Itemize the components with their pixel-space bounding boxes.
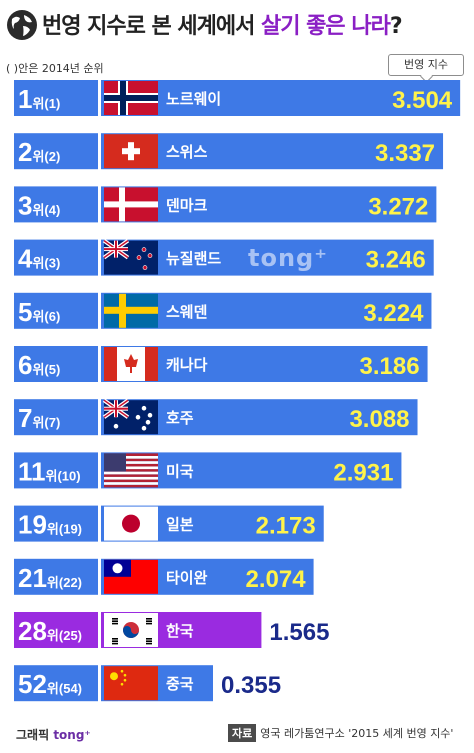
source-credit: 자료 영국 레가툼연구소 '2015 세계 번영 지수' — [228, 724, 453, 742]
value-label: 3.224 — [363, 300, 424, 327]
rank-box — [14, 346, 98, 382]
rank-box — [14, 133, 98, 170]
category-label: 미국 — [166, 462, 194, 480]
canada-flag-icon — [104, 347, 158, 381]
value-label: 0.355 — [221, 672, 281, 699]
rank-label: 52위(54) — [18, 669, 82, 699]
rank-label: 4위(3) — [18, 244, 60, 274]
switzerland-flag-icon — [104, 134, 158, 169]
rank-box — [14, 80, 98, 116]
value-label: 3.504 — [392, 87, 453, 114]
category-label: 타이완 — [166, 569, 208, 587]
rank-label: 11위(10) — [18, 456, 81, 486]
category-label: 캐나다 — [166, 356, 208, 374]
sweden-flag-icon — [104, 293, 158, 328]
bar-row: 5위(6) 스웨덴 3.224 — [14, 292, 432, 329]
japan-flag-icon — [104, 506, 158, 541]
rank-box — [14, 239, 98, 276]
value-label: 2.074 — [246, 566, 307, 593]
china-flag-icon — [104, 666, 158, 701]
value-label: 2.931 — [333, 459, 393, 486]
watermark: tong⁺ — [248, 244, 328, 272]
rank-box — [14, 186, 98, 223]
rank-box — [14, 452, 98, 489]
graphic-label: 그래픽 — [16, 728, 54, 742]
bar-row: 19위(19) 일본 2.173 — [14, 505, 324, 542]
bar-row: 4위(3) 뉴질랜드 3.246 — [14, 238, 434, 276]
bar-row: 52위(54) 중국 0.355 — [14, 665, 281, 702]
category-label: 스위스 — [166, 143, 208, 161]
value-label: 3.088 — [349, 406, 409, 433]
rank-box — [14, 505, 98, 542]
value-label: 3.246 — [366, 247, 426, 274]
category-label: 한국 — [166, 622, 194, 640]
globe-icon — [7, 10, 37, 40]
index-label: 번영 지수 — [388, 54, 464, 76]
bar — [101, 133, 444, 170]
bar-row: 3위(4) 덴마크 3.272 — [14, 186, 437, 223]
rank-label: 7위(7) — [18, 403, 60, 433]
rank-label: 21위(22) — [18, 563, 82, 593]
norway-flag-icon — [104, 81, 158, 115]
category-label: 노르웨이 — [166, 90, 221, 108]
rank-box — [14, 665, 98, 702]
value-label: 3.272 — [368, 193, 428, 220]
title-text: 번영 지수로 본 세계에서 — [42, 14, 262, 39]
value-label: 3.337 — [375, 140, 435, 167]
rank-box — [14, 612, 98, 648]
bar-chart: 1위(1) 노르웨이 3.504 2위(2) 스위스 3.337 3위(4) 덴마크 3.272… — [14, 80, 461, 702]
rank-label: 5위(6) — [18, 297, 60, 327]
bar-row: 7위(7) 호주 3.088 — [14, 398, 418, 436]
bar-row: 28위(25) 한국 1.565 — [14, 612, 329, 648]
graphic-brand: tong⁺ — [53, 728, 91, 742]
bar-row: 2위(2) 스위스 3.337 — [14, 133, 444, 170]
category-label: 뉴질랜드 — [166, 250, 221, 268]
rank-label: 19위(19) — [18, 510, 82, 540]
rank-label: 1위(1) — [18, 84, 60, 114]
rank-label: 28위(25) — [18, 616, 82, 646]
bar-row: 21위(22) 타이완 2.074 — [14, 558, 314, 595]
rank-box — [14, 292, 98, 329]
rank-box — [14, 558, 98, 595]
source-text: 영국 레가툼연구소 '2015 세계 번영 지수' — [260, 727, 454, 740]
value-label: 1.565 — [269, 619, 329, 646]
category-label: 중국 — [166, 675, 194, 693]
new-zealand-flag-icon — [102, 238, 158, 275]
rank-note: ( )안은 2014년 순위 — [6, 62, 104, 75]
rank-label: 6위(5) — [18, 350, 60, 380]
title-highlight: 살기 좋은 나라 — [261, 14, 391, 39]
australia-flag-icon — [102, 398, 158, 435]
title-question: ? — [389, 14, 403, 39]
rank-label: 2위(2) — [18, 137, 60, 167]
bar-row: 6위(5) 캐나다 3.186 — [14, 346, 428, 382]
bar-row: 1위(1) 노르웨이 3.504 — [14, 80, 461, 116]
value-label: 3.186 — [360, 353, 420, 380]
graphic-credit: 그래픽 tong⁺ — [16, 726, 91, 743]
chart-title: 번영 지수로 본 세계에서 살기 좋은 나라? — [0, 0, 474, 50]
bar-row: 11위(10) 미국 2.931 — [14, 452, 402, 489]
category-label: 덴마크 — [166, 196, 208, 214]
category-label: 호주 — [166, 409, 194, 427]
category-label: 스웨덴 — [166, 303, 207, 321]
value-label: 2.173 — [256, 513, 316, 540]
category-label: 일본 — [166, 516, 194, 534]
denmark-flag-icon — [104, 187, 158, 222]
rank-box — [14, 399, 98, 436]
source-badge: 자료 — [228, 724, 257, 742]
rank-label: 3위(4) — [18, 190, 60, 220]
taiwan-flag-icon — [104, 559, 158, 594]
bar — [101, 80, 461, 116]
usa-flag-icon — [104, 453, 158, 488]
south-korea-flag-icon — [104, 613, 158, 647]
